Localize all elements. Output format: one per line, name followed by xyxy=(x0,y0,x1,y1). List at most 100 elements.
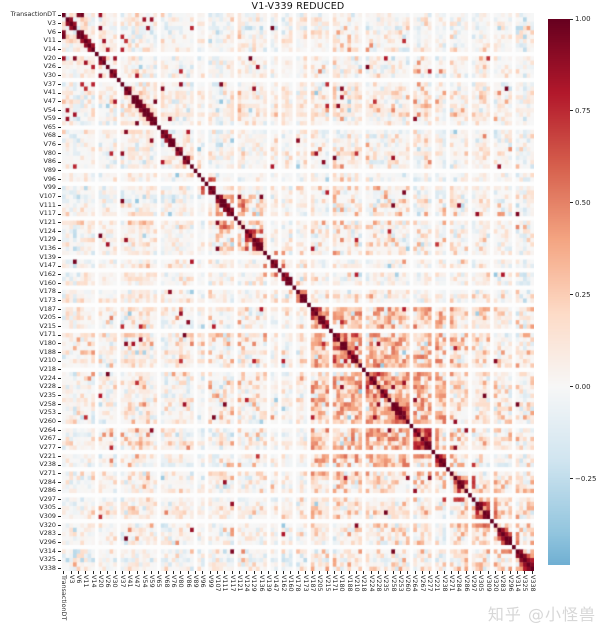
y-tick-mark xyxy=(58,40,61,42)
y-tick-mark xyxy=(58,542,61,544)
x-tick-mark xyxy=(85,571,87,574)
x-tick-label: V20 xyxy=(96,575,105,588)
x-tick-label: V205 xyxy=(316,575,325,592)
x-tick-mark xyxy=(319,571,321,574)
y-tick-mark xyxy=(58,57,61,59)
y-tick-label: V277 xyxy=(39,442,56,451)
y-tick-label: V224 xyxy=(39,373,56,382)
y-tick-label: V188 xyxy=(39,347,56,356)
y-tick-label: V271 xyxy=(39,468,56,477)
x-tick-mark xyxy=(202,571,204,574)
heatmap-canvas xyxy=(62,13,534,571)
y-tick-mark xyxy=(58,360,61,362)
y-tick-mark xyxy=(58,317,61,319)
x-tick-mark xyxy=(158,571,160,574)
x-tick-mark xyxy=(77,571,79,574)
x-tick-label: V296 xyxy=(506,575,515,592)
y-tick-mark xyxy=(58,153,61,155)
y-tick-label: V283 xyxy=(39,529,56,538)
x-tick-label: V284 xyxy=(455,575,464,592)
y-tick-mark xyxy=(58,222,61,224)
colorbar-tick-mark xyxy=(570,110,573,112)
x-tick-mark xyxy=(458,571,460,574)
y-tick-mark xyxy=(58,308,61,310)
y-tick-mark xyxy=(58,455,61,457)
colorbar-canvas xyxy=(548,19,570,565)
y-tick-mark xyxy=(58,507,61,509)
y-tick-mark xyxy=(58,66,61,68)
y-tick-mark xyxy=(58,300,61,302)
y-tick-mark xyxy=(58,135,61,137)
x-tick-label: V224 xyxy=(367,575,376,592)
x-tick-mark xyxy=(217,571,218,574)
y-tick-mark xyxy=(58,161,61,163)
y-tick-mark xyxy=(58,75,61,77)
x-tick-label: V3 xyxy=(67,575,76,584)
x-tick-label: V171 xyxy=(330,575,339,592)
y-tick-label: V215 xyxy=(39,321,56,330)
x-tick-mark xyxy=(341,571,343,574)
y-tick-label: V210 xyxy=(39,356,56,365)
y-tick-label: V37 xyxy=(43,79,56,88)
x-tick-label: V309 xyxy=(484,575,493,592)
x-tick-mark xyxy=(487,571,489,574)
y-tick-mark xyxy=(58,403,61,405)
y-tick-label: V180 xyxy=(39,339,56,348)
y-tick-label: V89 xyxy=(43,166,56,175)
y-tick-mark xyxy=(58,386,61,388)
x-tick-mark xyxy=(495,571,497,574)
x-tick-mark xyxy=(173,571,175,574)
x-tick-mark xyxy=(348,571,350,574)
x-tick-mark xyxy=(451,571,453,574)
y-tick-mark xyxy=(58,230,61,232)
x-tick-mark xyxy=(275,571,277,574)
y-tick-label: V258 xyxy=(39,399,56,408)
x-tick-label: V76 xyxy=(169,575,178,588)
x-tick-mark xyxy=(92,571,94,574)
y-tick-label: V221 xyxy=(39,451,56,460)
x-tick-mark xyxy=(253,571,255,574)
y-tick-label: V235 xyxy=(39,391,56,399)
x-tick-label: V99 xyxy=(206,575,215,588)
y-tick-mark xyxy=(58,334,61,336)
y-tick-label: V30 xyxy=(43,70,56,79)
y-tick-label: V47 xyxy=(43,96,56,105)
colorbar-tick-label: 0.75 xyxy=(575,106,591,115)
x-tick-mark xyxy=(165,571,167,574)
y-tick-mark xyxy=(58,412,61,414)
y-tick-mark xyxy=(58,127,61,129)
y-tick-mark xyxy=(58,499,61,501)
y-tick-label: V338 xyxy=(39,564,56,573)
x-tick-mark xyxy=(399,571,401,574)
y-tick-label: V162 xyxy=(39,269,56,278)
x-tick-label: V136 xyxy=(257,575,266,592)
y-tick-mark xyxy=(58,551,61,553)
y-tick-label: V264 xyxy=(39,425,56,434)
x-tick-label: V267 xyxy=(418,575,427,592)
y-tick-label: V147 xyxy=(39,261,56,270)
x-tick-mark xyxy=(414,571,416,574)
y-tick-mark xyxy=(58,239,61,241)
x-tick-label: V107 xyxy=(213,575,222,592)
y-tick-mark xyxy=(58,326,61,328)
y-tick-label: V86 xyxy=(43,157,56,166)
x-tick-label: V54 xyxy=(140,575,149,588)
x-tick-mark xyxy=(290,571,292,574)
colorbar-tick-mark xyxy=(570,294,573,296)
x-tick-mark xyxy=(443,571,445,574)
x-tick-label: V215 xyxy=(323,575,332,592)
x-tick-mark xyxy=(473,571,475,574)
x-tick-label: V283 xyxy=(499,575,508,592)
y-tick-mark xyxy=(58,274,61,276)
y-tick-mark xyxy=(58,92,61,94)
x-tick-mark xyxy=(465,571,467,574)
y-tick-label: V297 xyxy=(39,494,56,503)
y-tick-mark xyxy=(58,395,61,397)
y-tick-label: V80 xyxy=(43,148,56,157)
y-tick-label: V99 xyxy=(43,183,56,192)
y-tick-label: V121 xyxy=(39,217,56,226)
x-tick-label: V210 xyxy=(352,575,361,592)
x-tick-mark xyxy=(392,571,394,574)
y-tick-mark xyxy=(58,265,61,267)
